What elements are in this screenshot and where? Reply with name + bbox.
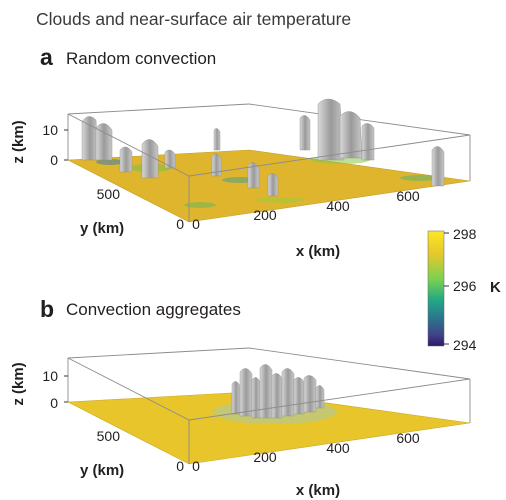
panel-a-x-tick-600: 600	[396, 188, 420, 204]
panel-a-title: Random convection	[66, 49, 216, 68]
panel-b-x-tick-600: 600	[396, 430, 420, 446]
colorbar-tick-294: 294	[453, 337, 477, 353]
panel-a-y-tick-0: 0	[176, 216, 184, 232]
panel-a-z-tick-0: 0	[50, 152, 58, 168]
panel-a-y-label: y (km)	[80, 220, 124, 237]
panel-b-x-tick-0: 0	[192, 458, 200, 474]
panel-a-y-tick-500: 500	[97, 186, 121, 202]
panel-b-y-tick-0: 0	[176, 458, 184, 474]
panel-b-x-tick-400: 400	[326, 440, 350, 456]
panel-a-x-label: x (km)	[296, 243, 340, 260]
panel-b-label: b	[40, 296, 54, 322]
panel-a-z-label: z (km)	[10, 120, 27, 163]
panel-a-x-tick-200: 200	[253, 207, 277, 223]
panel-a-label: a	[40, 44, 53, 70]
panel-b-title: Convection aggregates	[66, 300, 241, 319]
panel-b-z-tick-0: 0	[50, 395, 58, 411]
panel-b-y-label: y (km)	[80, 462, 124, 479]
panel-a-x-axis: 0 200 400 600 x (km)	[192, 188, 420, 260]
panel-b-z-label: z (km)	[10, 362, 27, 405]
panel-a-z-axis: 10 0 z (km)	[10, 120, 68, 168]
panel-a: a Random convection	[10, 44, 471, 260]
panel-b-x-label: x (km)	[296, 482, 340, 499]
panel-a-x-tick-400: 400	[326, 198, 350, 214]
panel-a-box-front	[67, 113, 471, 222]
panel-b-cloud-cluster	[231, 364, 325, 419]
panel-b-y-tick-500: 500	[97, 428, 121, 444]
panel-a-y-axis: 500 0 y (km)	[80, 186, 184, 237]
colorbar-tick-298: 298	[453, 226, 477, 242]
panel-b-y-axis: 500 0 y (km)	[80, 428, 184, 479]
panel-a-x-tick-0: 0	[192, 216, 200, 232]
colorbar-ramp	[427, 230, 445, 347]
panel-b-box-front	[67, 357, 471, 464]
colorbar-tick-296: 296	[453, 278, 477, 294]
panel-b-x-tick-200: 200	[253, 449, 277, 465]
panel-b-z-axis: 10 0 z (km)	[10, 362, 68, 411]
colorbar-unit: K	[490, 279, 501, 296]
panel-a-z-tick-10: 10	[42, 122, 58, 138]
panel-b: b Convection aggregates	[10, 296, 471, 499]
colorbar: 298 296 294 K	[427, 226, 501, 353]
panel-b-x-axis: 0 200 400 600 x (km)	[192, 430, 420, 499]
figure-title: Clouds and near-surface air temperature	[36, 9, 351, 29]
panel-b-box-back	[67, 347, 471, 423]
panel-b-z-tick-10: 10	[42, 368, 58, 384]
panel-a-clouds	[81, 98, 445, 197]
